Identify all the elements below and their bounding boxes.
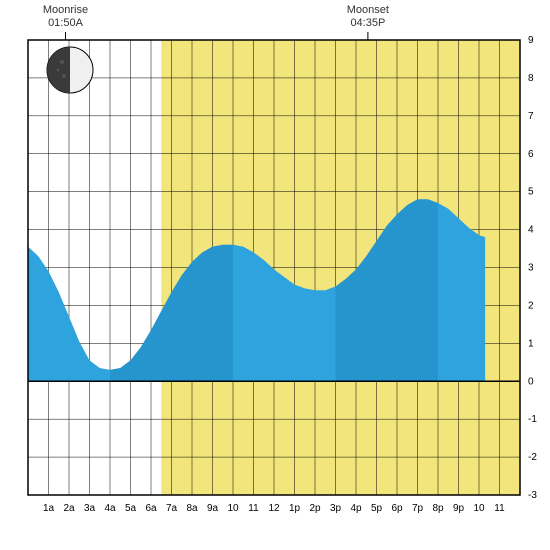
svg-text:3p: 3p xyxy=(330,503,342,514)
svg-text:-3: -3 xyxy=(528,490,537,501)
moonset-time: 04:35P xyxy=(338,17,398,30)
svg-text:4a: 4a xyxy=(104,503,116,514)
svg-text:11: 11 xyxy=(248,503,259,514)
svg-text:8p: 8p xyxy=(432,503,444,514)
svg-text:12: 12 xyxy=(268,503,280,514)
svg-text:2: 2 xyxy=(528,300,534,311)
svg-text:9: 9 xyxy=(528,35,534,46)
svg-text:10: 10 xyxy=(473,503,485,514)
svg-text:9a: 9a xyxy=(207,503,219,514)
moonrise-label: Moonrise xyxy=(36,4,96,17)
svg-text:9p: 9p xyxy=(453,503,465,514)
svg-text:2a: 2a xyxy=(63,503,75,514)
moon-phase-icon xyxy=(40,40,100,100)
svg-text:6p: 6p xyxy=(391,503,403,514)
svg-text:4: 4 xyxy=(528,225,534,236)
svg-text:4p: 4p xyxy=(350,503,362,514)
svg-text:-1: -1 xyxy=(528,414,537,425)
tide-chart: 1a2a3a4a5a6a7a8a9a1011121p2p3p4p5p6p7p8p… xyxy=(0,0,550,550)
svg-text:1: 1 xyxy=(528,338,534,349)
svg-text:8a: 8a xyxy=(186,503,198,514)
moonrise-time: 01:50A xyxy=(36,17,96,30)
svg-text:6: 6 xyxy=(528,149,534,160)
svg-text:10: 10 xyxy=(227,503,239,514)
svg-text:3: 3 xyxy=(528,263,534,274)
svg-text:-2: -2 xyxy=(528,452,537,463)
svg-text:1p: 1p xyxy=(289,503,301,514)
moonset-label-block: Moonset 04:35P xyxy=(338,4,398,30)
svg-text:5a: 5a xyxy=(125,503,137,514)
svg-text:6a: 6a xyxy=(145,503,157,514)
svg-text:5: 5 xyxy=(528,187,534,198)
svg-text:3a: 3a xyxy=(84,503,96,514)
svg-text:2p: 2p xyxy=(309,503,321,514)
svg-text:7p: 7p xyxy=(412,503,424,514)
svg-text:0: 0 xyxy=(528,376,534,387)
moonrise-label-block: Moonrise 01:50A xyxy=(36,4,96,30)
svg-text:8: 8 xyxy=(528,73,534,84)
svg-text:7: 7 xyxy=(528,111,534,122)
svg-text:7a: 7a xyxy=(166,503,178,514)
svg-text:11: 11 xyxy=(494,503,505,514)
moonset-label: Moonset xyxy=(338,4,398,17)
svg-text:1a: 1a xyxy=(43,503,55,514)
svg-text:5p: 5p xyxy=(371,503,383,514)
